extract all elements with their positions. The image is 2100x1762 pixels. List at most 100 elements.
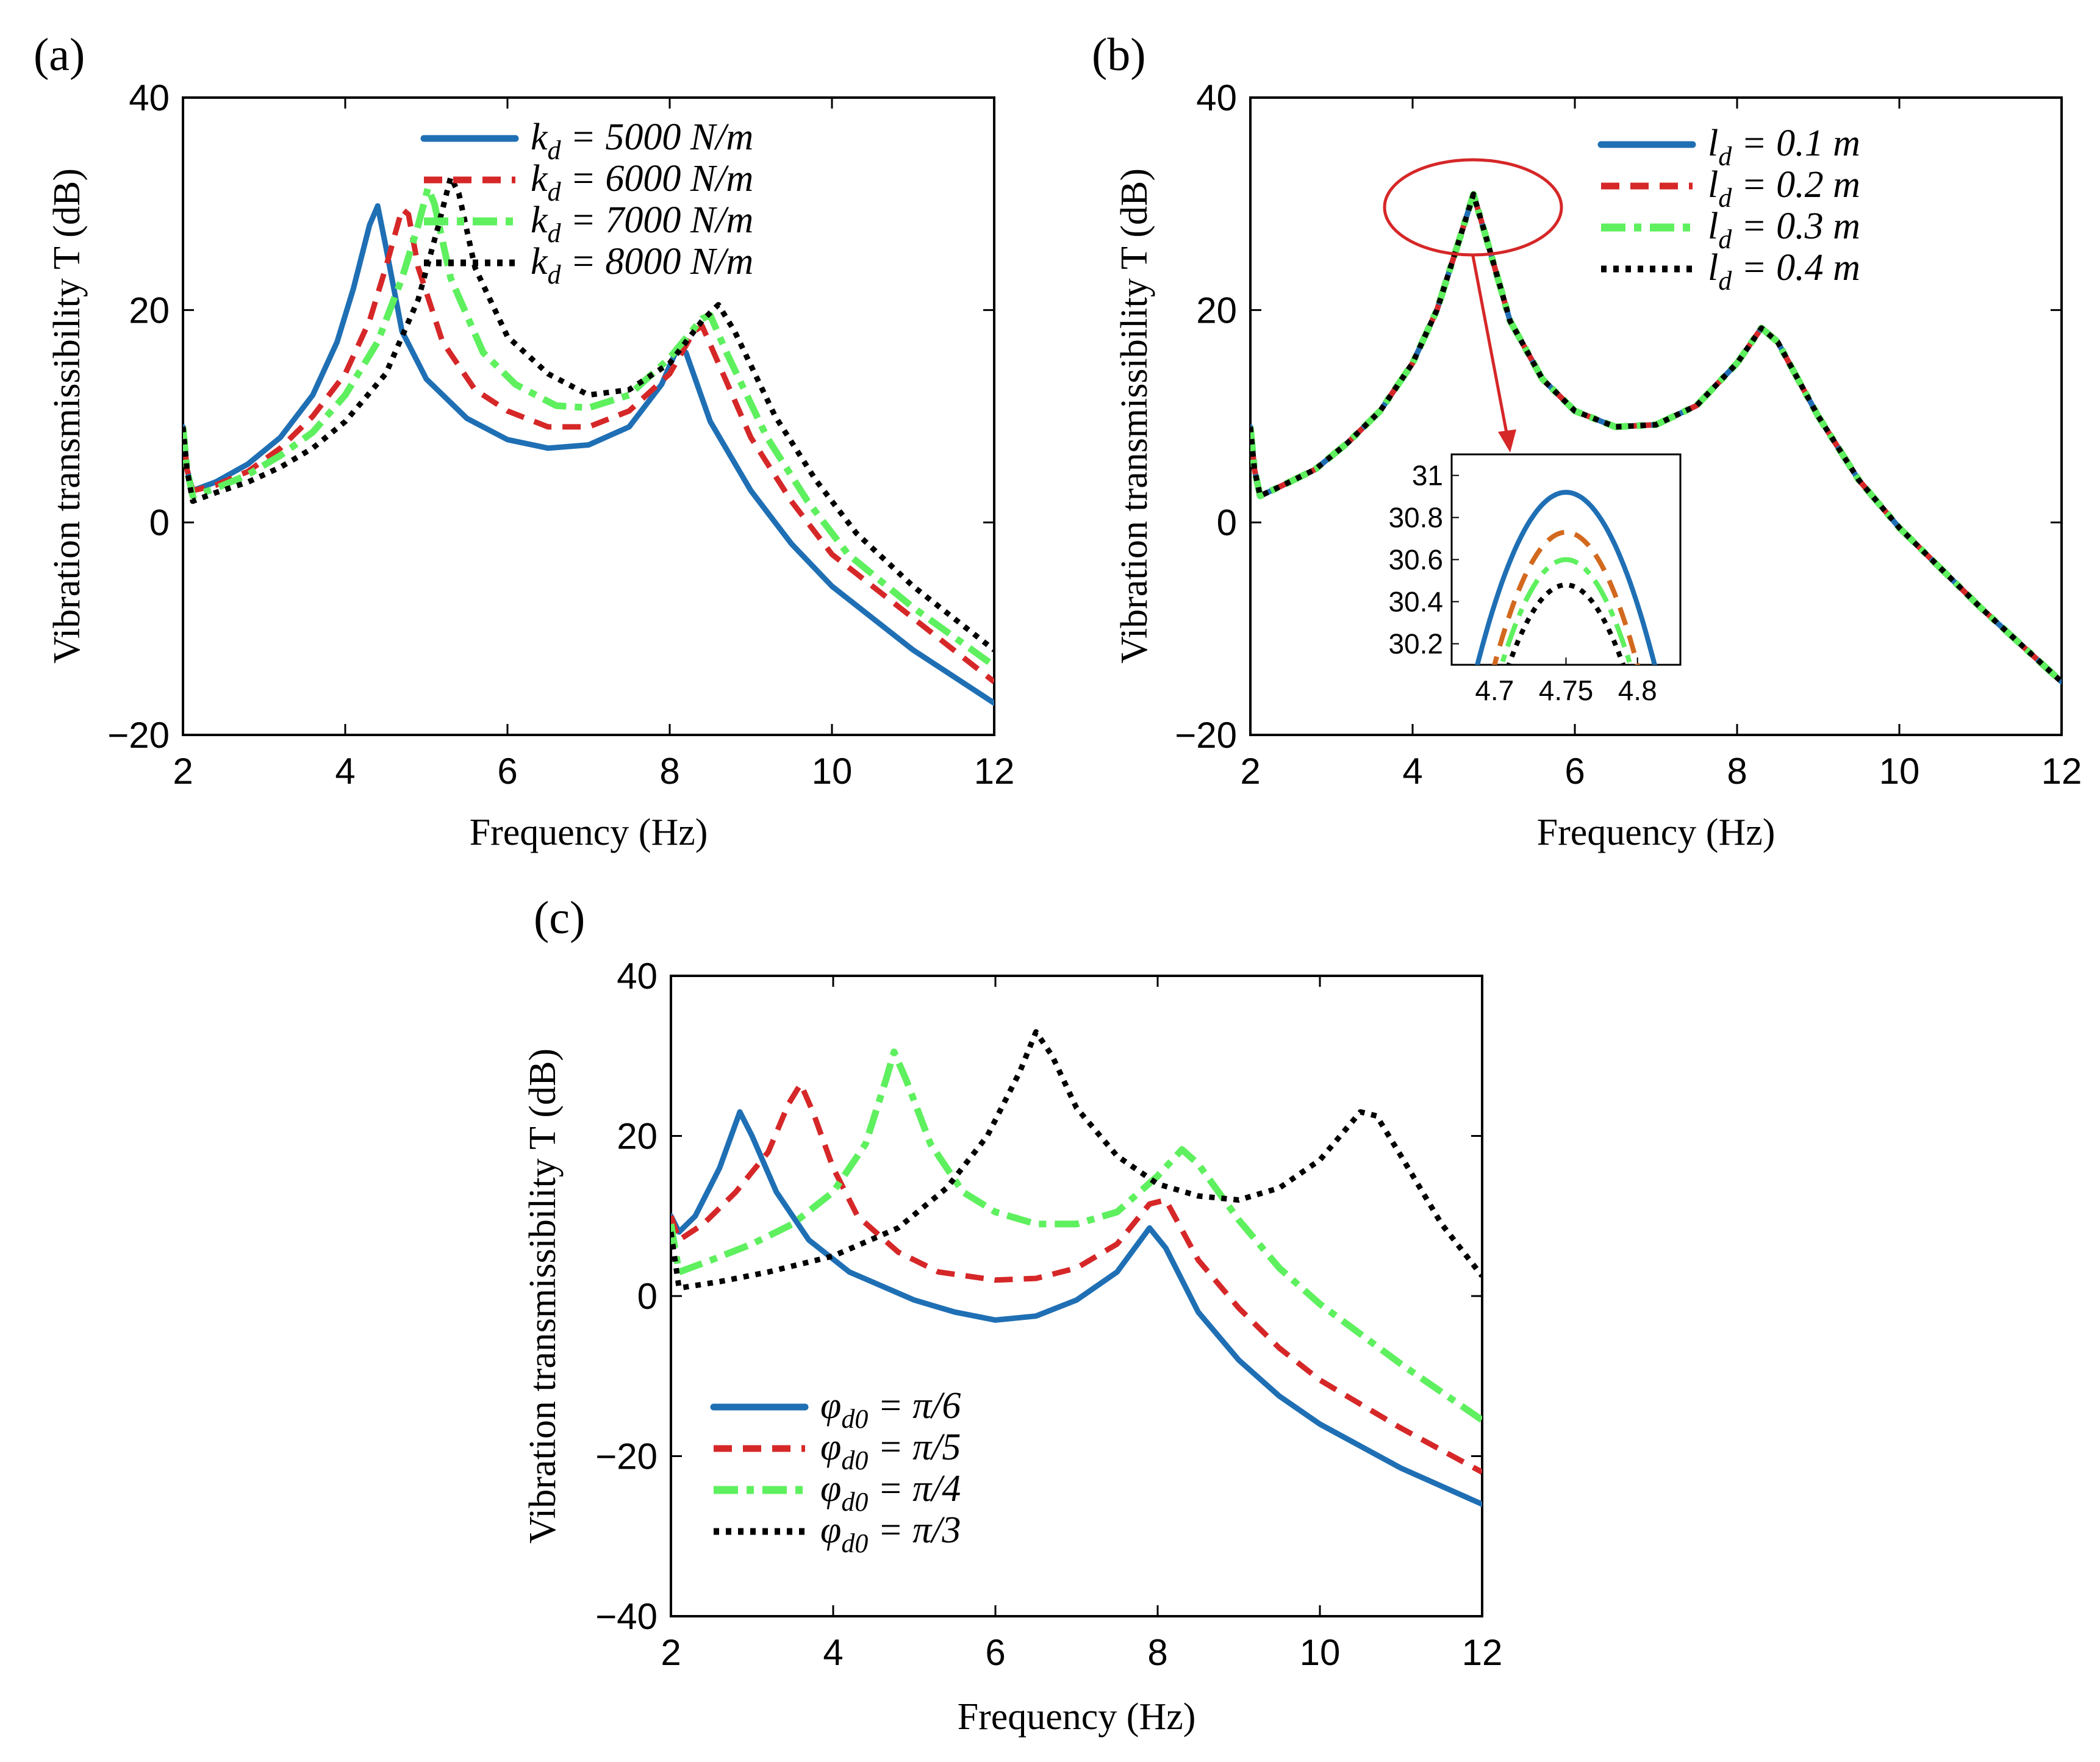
series-line-3 — [671, 1048, 1482, 1423]
legend-subscript: d — [1718, 141, 1732, 171]
y-axis-label-a: Vibration transmissibility T (dB) — [46, 168, 88, 664]
legend-subscript: d0 — [841, 1528, 868, 1558]
legend-value: = π/6 — [868, 1385, 961, 1427]
series-line-4 — [671, 1029, 1482, 1291]
legend-symbol: φ — [820, 1468, 841, 1510]
legend-subscript: d — [548, 135, 562, 165]
legend-label: ld = 0.1 m — [1708, 123, 1860, 171]
legend-symbol: k — [531, 241, 548, 282]
legend-symbol: φ — [820, 1427, 841, 1468]
x-tick-label: 8 — [1147, 1632, 1167, 1673]
legend-symbol: l — [1708, 247, 1718, 288]
inset-y-tick-label: 30.6 — [1388, 544, 1443, 576]
inset-y-tick-label: 30.2 — [1388, 628, 1443, 660]
inset-series — [1475, 490, 1657, 665]
y-tick-label: 40 — [129, 77, 170, 118]
y-tick-label: −20 — [107, 715, 170, 756]
y-tick-label: 0 — [637, 1276, 658, 1317]
x-axis-label-b: Frequency (Hz) — [1537, 812, 1776, 853]
legend-subscript: d0 — [841, 1445, 868, 1475]
x-tick-label: 12 — [974, 751, 1015, 792]
ticks-a: 2 4 6 8 10 12 40 20 0 −20 — [107, 77, 1014, 792]
series-group-a — [183, 174, 994, 706]
legend-symbol: l — [1708, 206, 1718, 247]
legend-subscript: d — [548, 177, 562, 207]
ticks-c: 2 4 6 8 10 12 40 20 0 −20 −40 — [595, 956, 1502, 1673]
x-tick-label: 4 — [335, 751, 355, 792]
legend-value: = 6000 N/m — [561, 158, 754, 199]
series-line-3 — [183, 184, 994, 669]
inset-series-line-3 — [1499, 557, 1633, 665]
legend-label: kd = 6000 N/m — [531, 158, 753, 207]
x-tick-label: 6 — [985, 1632, 1005, 1673]
legend-symbol: φ — [820, 1385, 841, 1427]
plot-frame-b — [1249, 96, 2063, 736]
x-axis-label-c: Frequency (Hz) — [958, 1696, 1196, 1738]
inset-series-line-1 — [1475, 490, 1657, 665]
zoom-arrow-line — [1471, 256, 1510, 440]
y-tick-label: 40 — [617, 956, 658, 997]
legend-symbol: l — [1708, 164, 1718, 206]
legend-value: = 7000 N/m — [561, 199, 754, 241]
legend-subscript: d — [1718, 266, 1732, 296]
y-axis-label-b: Vibration transmissibility T (dB) — [1114, 168, 1155, 664]
legend-b: ld = 0.1 mld = 0.2 mld = 0.3 mld = 0.4 m — [1597, 123, 1860, 296]
x-axis-label-a: Frequency (Hz) — [470, 812, 708, 853]
legend-value: = π/4 — [868, 1468, 961, 1510]
legend-label: φd0 = π/3 — [820, 1510, 961, 1558]
legend-subscript: d — [1718, 224, 1732, 254]
x-tick-label: 2 — [661, 1632, 681, 1673]
legend-value: = 0.3 m — [1732, 206, 1860, 247]
x-tick-label: 4 — [1402, 751, 1422, 792]
x-tick-label: 10 — [1879, 751, 1920, 792]
legend-symbol: k — [531, 199, 548, 241]
x-tick-label: 2 — [173, 751, 193, 792]
legend-label: kd = 8000 N/m — [531, 241, 753, 290]
legend-label: ld = 0.4 m — [1708, 247, 1860, 296]
y-tick-label: −20 — [595, 1436, 658, 1477]
y-tick-label: 0 — [149, 503, 170, 543]
legend-symbol: φ — [820, 1510, 841, 1551]
series-group-c — [671, 1029, 1482, 1507]
x-tick-label: 10 — [1300, 1632, 1341, 1673]
legend-label: kd = 7000 N/m — [531, 199, 753, 248]
inset-ticks: 4.7 4.75 4.8 31 30.8 30.6 30.4 30.2 — [1388, 460, 1657, 707]
y-tick-label: −20 — [1175, 715, 1237, 756]
x-tick-label: 8 — [659, 751, 679, 792]
zoom-ellipse — [1383, 158, 1563, 257]
y-tick-label: 20 — [1196, 290, 1237, 331]
series-line-4 — [183, 174, 994, 653]
legend-value: = 0.2 m — [1732, 164, 1860, 206]
y-tick-label: 40 — [1196, 77, 1237, 118]
x-tick-label: 4 — [823, 1632, 843, 1673]
legend-label: ld = 0.2 m — [1708, 164, 1860, 213]
series-group-b — [1250, 191, 2062, 685]
legend-subscript: d0 — [841, 1404, 868, 1434]
inset-y-tick-label: 31 — [1412, 460, 1443, 492]
legend-subscript: d — [548, 260, 562, 290]
series-line-1 — [183, 203, 994, 706]
inset-x-tick-label: 4.7 — [1475, 675, 1514, 706]
legend-a: kd = 5000 N/mkd = 6000 N/mkd = 7000 N/mk… — [420, 116, 754, 290]
series-line-1 — [671, 1109, 1482, 1507]
legend-symbol: l — [1708, 123, 1718, 164]
x-tick-label: 12 — [1462, 1632, 1503, 1673]
y-tick-label: 20 — [617, 1116, 658, 1157]
legend-symbol: k — [531, 116, 548, 158]
legend-value: = 0.4 m — [1732, 247, 1860, 288]
legend-value: = 5000 N/m — [561, 116, 754, 158]
ticks-b: 2 4 6 8 10 12 40 20 0 −20 — [1175, 77, 2082, 792]
zoom-arrow-head — [1498, 429, 1516, 453]
x-tick-label: 12 — [2041, 751, 2082, 792]
inset-x-tick-label: 4.8 — [1618, 675, 1657, 706]
legend-label: ld = 0.3 m — [1708, 206, 1860, 254]
plot-frame-a — [182, 96, 995, 736]
panel-label-c: (c) — [534, 892, 585, 944]
legend-subscript: d — [1718, 183, 1732, 213]
inset-chart: 4.7 4.75 4.8 31 30.8 30.6 30.4 30.2 — [1388, 453, 1682, 707]
legend-value: = 8000 N/m — [561, 241, 754, 282]
